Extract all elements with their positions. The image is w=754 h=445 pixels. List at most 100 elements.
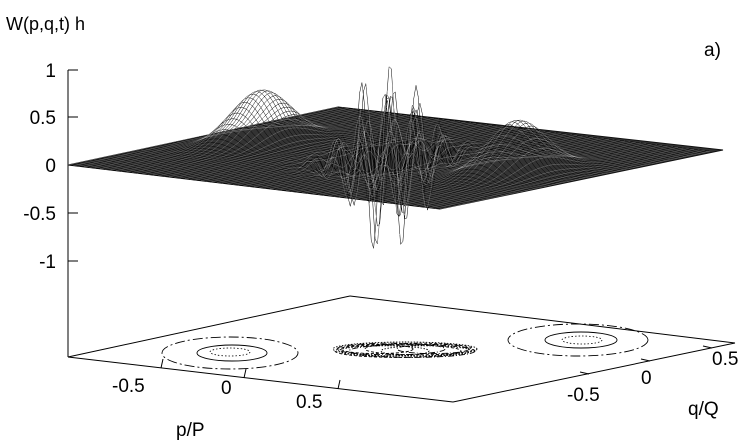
surface-line-p — [301, 134, 572, 193]
q-tick-mark — [702, 345, 713, 349]
q-tick-label: 0.5 — [712, 349, 738, 370]
contour-right-mid — [544, 331, 618, 349]
surface-line-p — [338, 138, 610, 198]
surface-line-p — [328, 137, 599, 197]
contour-center-line — [364, 342, 474, 356]
surface-line-q — [191, 83, 564, 245]
surface-line-q — [337, 106, 711, 152]
surface-line-p — [275, 119, 546, 203]
surface-line-p — [216, 124, 487, 183]
surface-line-p — [434, 150, 705, 209]
surface-line-q — [287, 117, 660, 163]
surface-line-q — [98, 158, 471, 203]
surface-line-p — [269, 130, 540, 216]
surface-line-q — [137, 149, 510, 195]
surface-line-p — [89, 109, 360, 168]
surface-line-q — [152, 145, 525, 191]
surface-line-p — [386, 122, 657, 203]
surface-line-p — [99, 110, 370, 170]
z-tick-label: 1 — [45, 61, 56, 82]
surface-line-q — [94, 158, 468, 204]
panel-label: a) — [704, 40, 721, 61]
surface-line-p — [402, 146, 673, 205]
surface-line-q — [179, 112, 552, 186]
surface-line-q — [102, 157, 475, 202]
surface-line-q — [330, 108, 703, 153]
base-tick-marks — [160, 345, 713, 390]
surface-line-q — [114, 154, 487, 200]
surface-line-p — [152, 116, 424, 176]
z-tick-label: 0 — [45, 156, 56, 177]
surface-line-p — [174, 119, 445, 178]
surface-line-q — [118, 153, 491, 199]
surface-line-q — [67, 164, 441, 210]
surface-line-p — [439, 150, 711, 210]
surface-line-q — [121, 153, 495, 198]
contour-left-inner — [209, 347, 251, 357]
surface-line-p — [349, 140, 620, 199]
surface-line-p — [94, 109, 365, 169]
surface-line-p — [158, 117, 429, 176]
surface-line-q — [183, 107, 556, 204]
surface-line-q — [83, 161, 456, 206]
base-back-right-edge — [349, 295, 736, 344]
surface-line-q — [241, 117, 614, 172]
surface-line-p — [259, 118, 530, 188]
surface-line-p — [137, 99, 408, 174]
surface-line-p — [381, 119, 652, 203]
z-tick-label: 0.5 — [30, 108, 56, 129]
contour-left-mid — [196, 344, 268, 362]
surface-line-p — [142, 109, 413, 175]
surface-line-q — [187, 82, 560, 249]
surface-line-p — [121, 90, 392, 172]
surface-line-p — [429, 149, 700, 208]
surface-line-p — [307, 135, 578, 194]
surface-line-p — [232, 119, 503, 202]
surface-line-p — [238, 106, 509, 186]
z-axis-label: W(p,q,t) h — [6, 14, 85, 34]
surface-line-q — [145, 148, 518, 193]
surface-line-q — [106, 156, 479, 201]
surface-line-p — [83, 108, 354, 168]
surface-line-q — [334, 107, 707, 153]
surface-line-p — [365, 135, 636, 201]
surface-line-p — [73, 107, 344, 166]
surface-line-p — [285, 132, 556, 192]
surface-line-q — [218, 95, 591, 214]
surface-line-q — [268, 121, 641, 167]
surface-line-q — [71, 163, 444, 209]
surface-line-p — [67, 106, 339, 166]
surface-line-q — [310, 112, 684, 158]
contour-center-line — [336, 342, 446, 356]
surface-line-p — [78, 108, 349, 167]
surface-line-p — [333, 138, 604, 197]
p-tick-label: -0.5 — [112, 376, 145, 397]
p-tick-mark — [243, 368, 247, 379]
surface-line-p — [131, 92, 402, 173]
z-tick-marks — [68, 69, 78, 262]
q-tick-label: -0.5 — [567, 385, 600, 406]
surface-line-p — [408, 146, 679, 206]
surface-line-q — [160, 138, 533, 199]
wigner-surface — [67, 65, 724, 255]
surface-line-p — [424, 148, 695, 208]
surface-line-p — [413, 147, 684, 207]
surface-line-p — [110, 104, 381, 171]
surface-line-q — [233, 102, 606, 194]
surface-line-p — [312, 135, 583, 195]
surface-line-p — [291, 133, 562, 192]
surface-line-p — [179, 119, 450, 179]
surface-line-p — [243, 81, 514, 230]
surface-line-q — [322, 110, 695, 155]
surface-line-p — [360, 141, 631, 200]
surface-line-q — [172, 124, 545, 189]
surface-line-q — [79, 162, 452, 207]
surface-line-q — [91, 159, 464, 205]
surface-line-p — [147, 116, 418, 175]
surface-line-p — [184, 120, 455, 180]
surface-line-p — [354, 140, 626, 200]
contour-center-line — [348, 344, 476, 358]
contour-center-line — [338, 345, 430, 357]
q-tick-label: 0 — [641, 368, 652, 389]
